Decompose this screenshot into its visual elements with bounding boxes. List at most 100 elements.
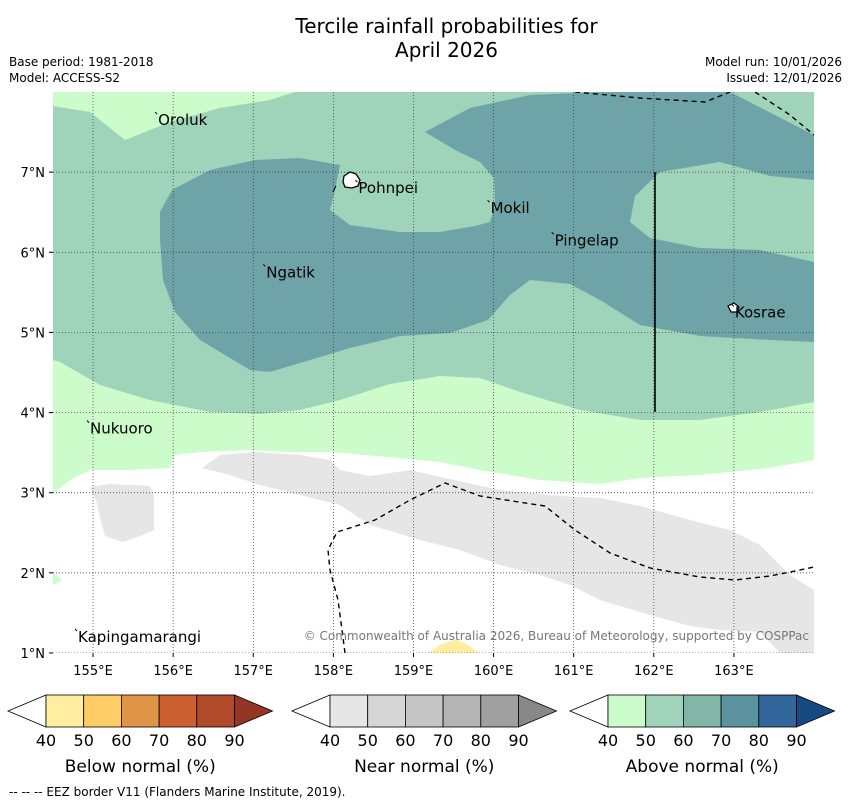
legend-arrow-left xyxy=(290,694,331,728)
legend-tick-label: 70 xyxy=(711,731,731,750)
place-marker xyxy=(154,111,158,115)
legend-swatch xyxy=(367,694,406,728)
legend-group: 40 50 60 70 80 90 Below normal (%) 40 50 60 70 80 90… xyxy=(6,694,836,777)
lat-tick-label: 7°N xyxy=(21,166,46,181)
legend-arrow-left xyxy=(568,694,609,728)
pohnpei-reef xyxy=(332,185,337,193)
place-marker xyxy=(551,231,555,235)
gridlines xyxy=(53,92,814,653)
legend-tick-label: 50 xyxy=(358,731,378,750)
pohnpei-island xyxy=(342,171,361,189)
legend-tick-label: 80 xyxy=(187,731,207,750)
lat-tick-label: 3°N xyxy=(21,487,46,502)
legend-tick-label: 40 xyxy=(36,731,56,750)
lon-tick-label: 160°E xyxy=(474,664,514,679)
place-label: Kapingamarangi xyxy=(78,628,201,646)
legend-tick-label: 90 xyxy=(508,731,528,750)
legend-tick-label: 60 xyxy=(673,731,693,750)
model-run: Model run: 10/01/2026 xyxy=(704,55,842,69)
legend-arrow-left xyxy=(6,694,47,728)
legend-tick-label: 80 xyxy=(749,731,769,750)
near-normal-region xyxy=(202,452,814,653)
place-label: Pingelap xyxy=(555,231,619,249)
place-label: Nukuoro xyxy=(90,420,153,438)
legend-tick-label: 70 xyxy=(433,731,453,750)
eez-border-north xyxy=(574,92,814,136)
legend-tick-label: 50 xyxy=(636,731,656,750)
legend-swatch xyxy=(158,694,198,728)
below-40-region xyxy=(428,639,478,653)
legend-3: 40 50 60 70 80 90 Above normal (%) xyxy=(568,694,836,777)
legend-arrow-right xyxy=(234,694,274,728)
legend-swatch xyxy=(45,694,85,728)
lat-tick-label: 2°N xyxy=(21,567,46,582)
latitude-ticks: 7°N 6°N 5°N 4°N 3°N 2°N 1°N xyxy=(21,166,53,662)
place-labels: Oroluk Pohnpei Mokil Pingelap Ngatik Kosrae Nu… xyxy=(74,111,786,646)
base-period: Base period: 1981-2018 xyxy=(9,55,154,69)
lon-tick-label: 158°E xyxy=(314,664,354,679)
legend-tick-label: 60 xyxy=(111,731,131,750)
legend-swatch xyxy=(720,694,760,728)
legend-swatch xyxy=(329,694,369,728)
place-label: Kosrae xyxy=(735,303,786,321)
above-40-patch xyxy=(53,572,62,585)
legend-1: 40 50 60 70 80 90 Below normal (%) xyxy=(6,694,274,777)
kosrae-island xyxy=(727,302,740,313)
legend-title: Below normal (%) xyxy=(65,757,216,777)
title-line-2: April 2026 xyxy=(395,38,498,62)
place-marker xyxy=(74,628,78,632)
meta-left: Base period: 1981-2018 Model: ACCESS-S2 xyxy=(9,54,154,86)
legend-swatch xyxy=(404,694,444,728)
place-label: Ngatik xyxy=(266,263,315,281)
model-name: Model: ACCESS-S2 xyxy=(9,71,121,85)
place-label: Pohnpei xyxy=(358,179,418,197)
legend-swatch xyxy=(121,694,160,728)
place-label: Mokil xyxy=(491,199,530,217)
lon-tick-label: 159°E xyxy=(394,664,434,679)
map-title: Tercile rainfall probabilities for April… xyxy=(0,14,850,62)
lat-tick-label: 5°N xyxy=(21,326,46,341)
legend-2: 40 50 60 70 80 90 Near normal (%) xyxy=(290,694,558,777)
legend-swatch xyxy=(83,694,122,728)
lon-tick-label: 163°E xyxy=(714,664,754,679)
legend-tick-label: 70 xyxy=(149,731,169,750)
legend-tick-label: 60 xyxy=(395,731,415,750)
place-marker xyxy=(731,304,735,307)
legend-swatch xyxy=(758,694,797,728)
legend-swatch xyxy=(607,694,647,728)
lat-tick-label: 4°N xyxy=(21,407,46,422)
map-panel[interactable]: Oroluk Pohnpei Mokil Pingelap Ngatik Kosrae Nu… xyxy=(53,92,814,653)
place-marker xyxy=(86,420,90,423)
place-label: Oroluk xyxy=(158,111,207,129)
above-60-region xyxy=(160,92,814,372)
eez-footnote: -- -- -- EEZ border V11 (Flanders Marine… xyxy=(9,785,346,799)
copyright-notice: © Commonwealth of Australia 2026, Bureau… xyxy=(304,629,809,643)
place-marker xyxy=(262,263,266,267)
legend-title: Near normal (%) xyxy=(354,757,494,777)
legend-tick-label: 90 xyxy=(786,731,806,750)
eez-border-south xyxy=(327,482,814,653)
lat-tick-label: 1°N xyxy=(21,647,46,662)
legend-arrow-right xyxy=(796,694,836,728)
issue-date: Issued: 12/01/2026 xyxy=(726,71,842,85)
place-marker xyxy=(355,179,358,183)
legend-swatch xyxy=(645,694,684,728)
legend-arrow-right xyxy=(518,694,558,728)
legend-swatch xyxy=(442,694,482,728)
longitude-ticks: 155°E 156°E 157°E 158°E 159°E 160°E 161°E 162°E… xyxy=(73,653,754,679)
lon-tick-label: 157°E xyxy=(233,664,273,679)
legend-swatch xyxy=(683,694,722,728)
lon-tick-label: 155°E xyxy=(73,664,113,679)
legend-tick-label: 50 xyxy=(74,731,94,750)
near-normal-patch xyxy=(90,484,154,542)
meta-right: Model run: 10/01/2026 Issued: 12/01/2026 xyxy=(705,54,842,86)
legend-swatch xyxy=(480,694,519,728)
legend-swatch xyxy=(196,694,235,728)
legend-title: Above normal (%) xyxy=(626,757,779,777)
legend-tick-label: 40 xyxy=(598,731,618,750)
legend-tick-label: 90 xyxy=(224,731,244,750)
lat-tick-label: 6°N xyxy=(21,246,46,261)
legend-tick-label: 40 xyxy=(320,731,340,750)
lon-tick-label: 162°E xyxy=(634,664,674,679)
